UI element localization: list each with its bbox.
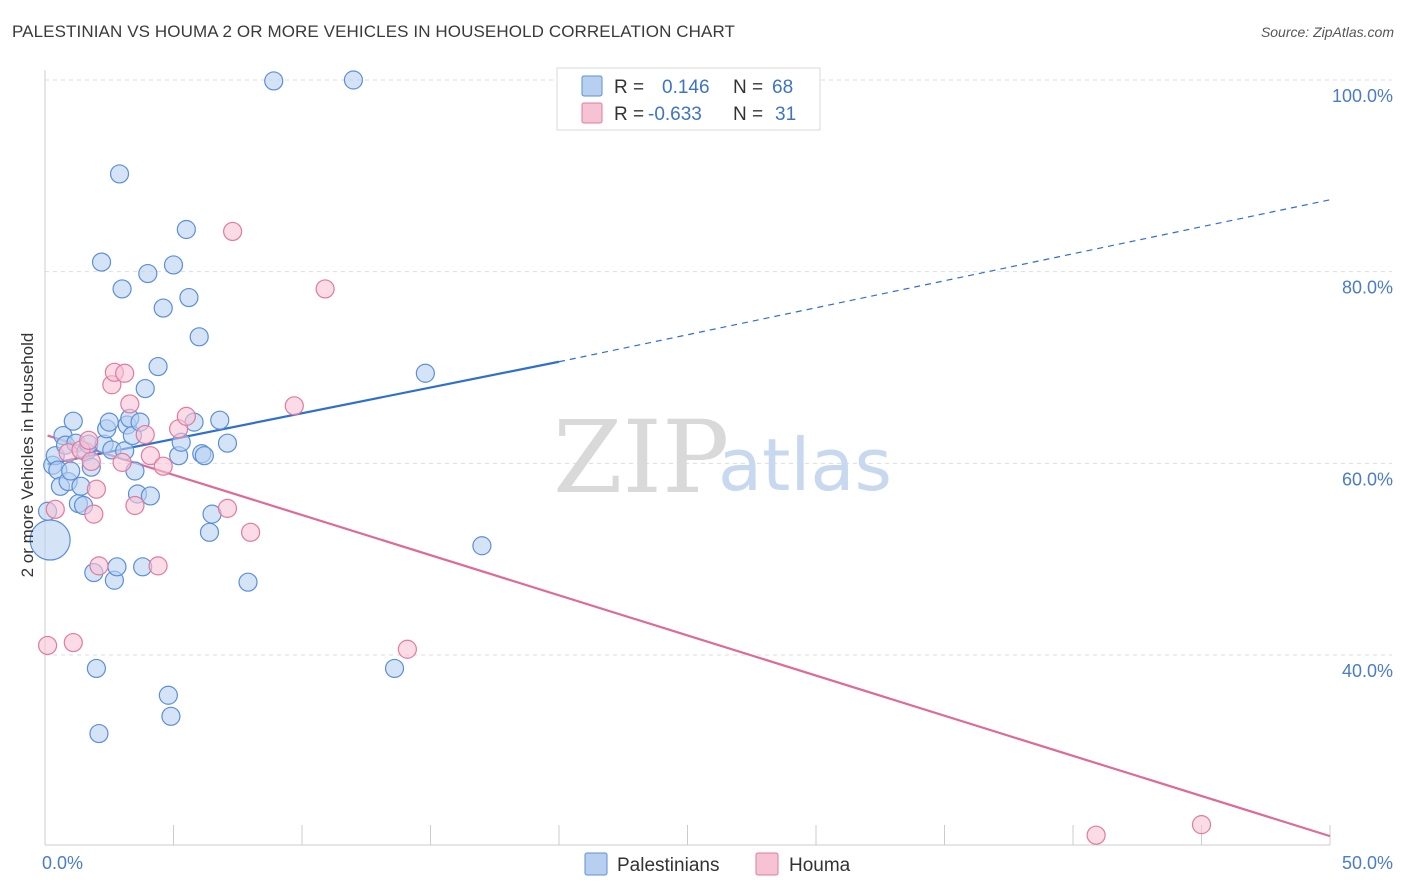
point-houma-7 xyxy=(84,504,104,524)
point-palestinians-53 xyxy=(194,446,214,466)
point-palestinians-43 xyxy=(158,685,178,705)
point-palestinians-39 xyxy=(138,263,158,284)
point-houma-19 xyxy=(153,456,173,476)
grid-lines xyxy=(45,79,1392,656)
point-palestinians-49 xyxy=(179,287,199,308)
legend-r-label-1: R = xyxy=(614,77,644,98)
point-houma-24 xyxy=(241,522,261,542)
bottom-legend-houma: Houma xyxy=(789,855,851,876)
legend-n-value-1: 68 xyxy=(772,77,793,98)
point-palestinians-61 xyxy=(384,658,405,679)
point-houma-6 xyxy=(81,451,101,472)
point-houma-23 xyxy=(223,221,243,242)
point-palestinians-21 xyxy=(91,252,112,272)
point-houma-17 xyxy=(140,446,160,466)
point-palestinians-60 xyxy=(343,70,363,90)
point-houma-5 xyxy=(79,430,99,450)
trend-line-dashed-palestinians xyxy=(558,199,1331,363)
point-palestinians-58 xyxy=(238,572,258,592)
point-palestinians-38 xyxy=(135,378,155,399)
chart-title: PALESTINIAN VS HOUMA 2 OR MORE VEHICLES … xyxy=(12,22,736,41)
point-houma-26 xyxy=(315,279,335,299)
point-houma-0 xyxy=(37,635,58,656)
point-houma-22 xyxy=(217,498,238,518)
point-palestinians-9 xyxy=(61,461,81,481)
point-houma-9 xyxy=(89,556,109,576)
point-palestinians-41 xyxy=(148,356,168,377)
point-palestinians-40 xyxy=(140,486,160,506)
point-palestinians-45 xyxy=(163,255,184,275)
legend-swatch-palestinians xyxy=(581,75,603,97)
point-palestinians-27 xyxy=(107,557,127,577)
point-palestinians-62 xyxy=(415,363,435,383)
legend-r-value-2: -0.633 xyxy=(648,104,702,125)
point-palestinians-51 xyxy=(189,327,209,347)
point-palestinians-24 xyxy=(99,412,119,432)
point-palestinians-63 xyxy=(472,536,492,556)
point-houma-21 xyxy=(176,406,196,426)
axes xyxy=(44,70,1331,846)
point-houma-8 xyxy=(86,479,107,499)
x-tick-label-left: 0.0% xyxy=(42,853,83,873)
chart-source: Source: ZipAtlas.com xyxy=(1260,24,1394,40)
legend-r-label-2: R = xyxy=(614,104,644,125)
trend-lines xyxy=(47,199,1331,838)
point-palestinians-10 xyxy=(63,411,83,431)
x-tick-label-right: 50.0% xyxy=(1342,853,1393,873)
legend-n-label-1: N = xyxy=(733,77,763,98)
point-houma-29 xyxy=(1191,815,1212,835)
legend-n-label-2: N = xyxy=(733,104,763,125)
point-palestinians-44 xyxy=(161,706,181,726)
point-palestinians-19 xyxy=(86,658,107,679)
watermark-atlas: atlas xyxy=(718,423,892,507)
y-tick-label-2: 60.0% xyxy=(1342,469,1393,489)
point-palestinians-20 xyxy=(89,723,109,744)
point-houma-13 xyxy=(115,363,135,383)
point-houma-16 xyxy=(135,424,155,445)
y-tick-label-1: 80.0% xyxy=(1342,278,1393,298)
legend-r-value-1: 0.146 xyxy=(662,77,710,98)
trend-line-houma xyxy=(47,434,1331,838)
point-houma-25 xyxy=(284,396,304,416)
point-palestinians-28 xyxy=(109,164,130,184)
y-tick-label-3: 40.0% xyxy=(1342,661,1393,681)
point-houma-15 xyxy=(125,495,145,516)
series-legend: Palestinians Houma xyxy=(584,852,851,876)
point-houma-18 xyxy=(148,556,168,576)
point-palestinians-57 xyxy=(217,433,238,453)
point-palestinians-42 xyxy=(153,298,173,318)
point-houma-1 xyxy=(45,499,65,519)
watermark-zip: ZIP xyxy=(553,399,729,516)
legend-swatch-houma xyxy=(581,102,603,124)
bottom-legend-palestinians: Palestinians xyxy=(617,855,719,876)
correlation-legend: R = 0.146 N = 68 R = -0.633 N = 31 xyxy=(556,67,821,131)
legend-n-value-2: 31 xyxy=(775,104,796,125)
data-points xyxy=(29,70,1212,845)
point-houma-3 xyxy=(63,632,83,653)
point-palestinians-54 xyxy=(199,522,220,542)
y-tick-label-0: 100.0% xyxy=(1332,86,1393,106)
watermark: ZIP atlas xyxy=(553,399,892,516)
bottom-legend-swatch-houma xyxy=(755,852,779,876)
point-houma-14 xyxy=(120,394,140,414)
point-houma-12 xyxy=(112,452,132,472)
y-axis-label: 2 or more Vehicles in Household xyxy=(18,333,37,578)
point-palestinians-56 xyxy=(210,410,230,430)
point-palestinians-29 xyxy=(112,279,132,299)
y-tick-labels: 100.0% 80.0% 60.0% 40.0% xyxy=(1332,86,1393,681)
point-palestinians-59 xyxy=(264,71,284,91)
bottom-legend-swatch-palestinians xyxy=(584,852,608,876)
point-palestinians-48 xyxy=(176,219,196,240)
point-houma-27 xyxy=(397,639,417,659)
point-houma-28 xyxy=(1086,825,1106,845)
